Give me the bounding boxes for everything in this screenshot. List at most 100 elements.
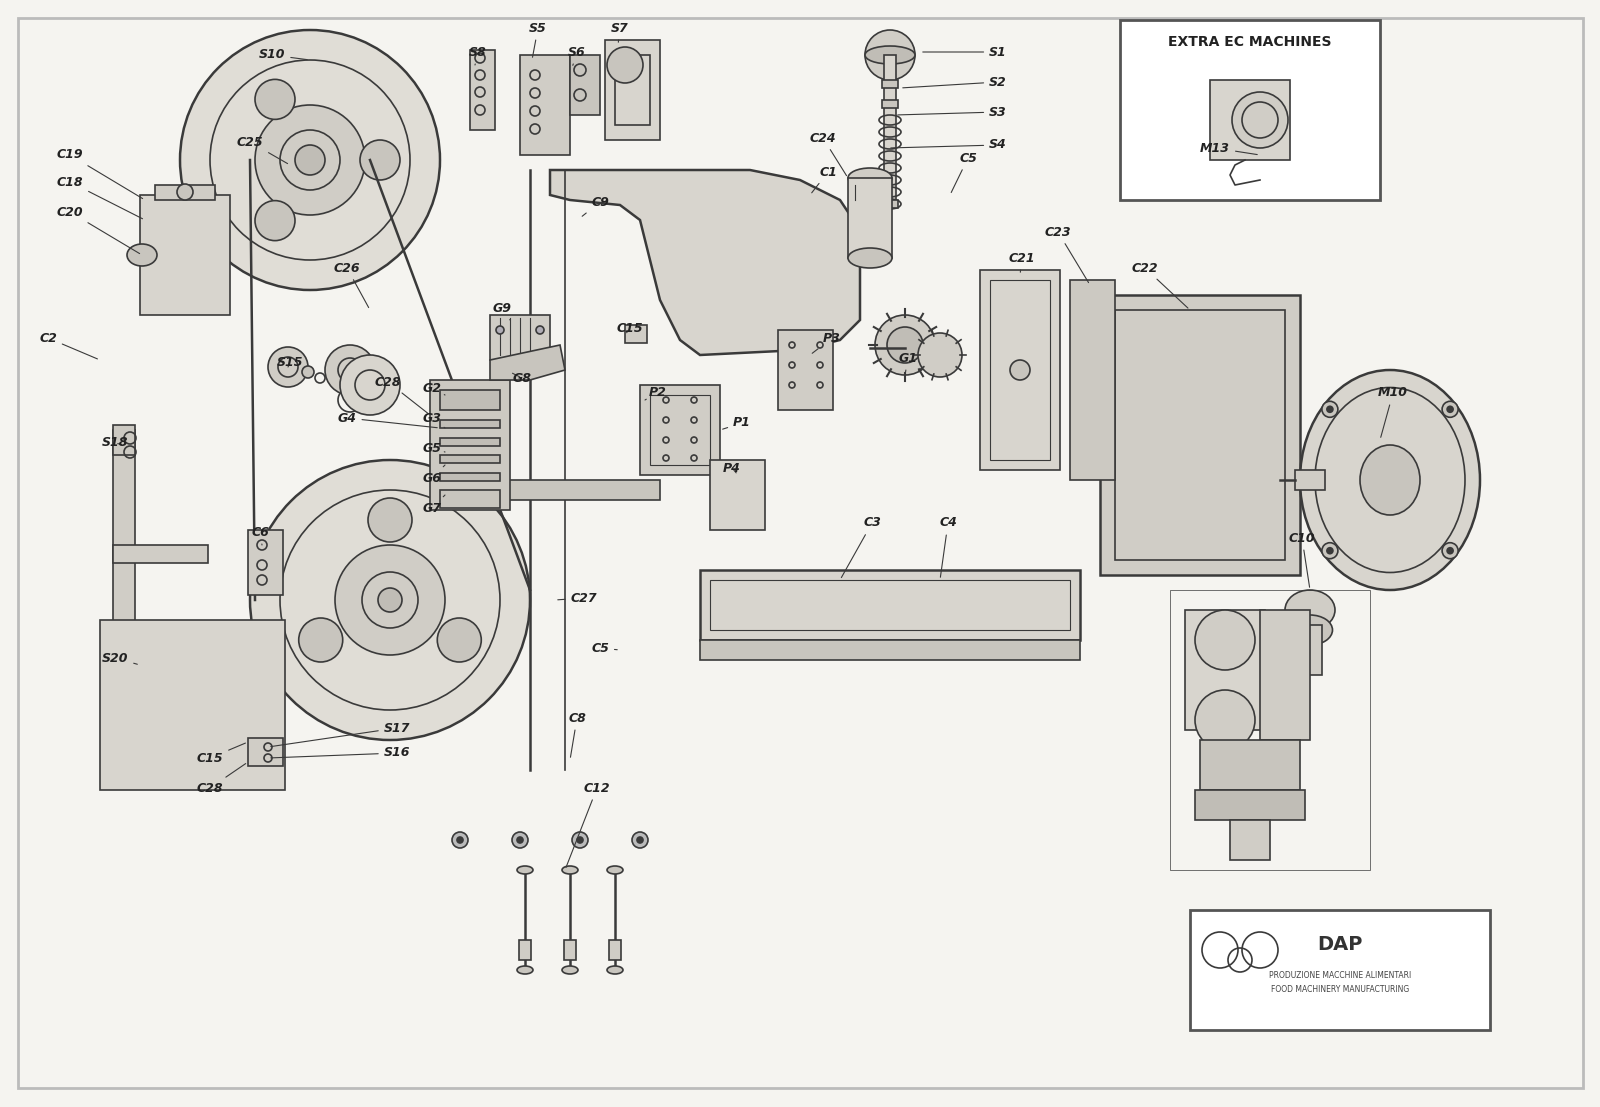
Circle shape — [254, 200, 294, 240]
Circle shape — [578, 837, 582, 844]
Circle shape — [339, 355, 400, 415]
Polygon shape — [490, 345, 565, 380]
Ellipse shape — [126, 244, 157, 266]
Bar — [701, 640, 1080, 660]
Bar — [1298, 625, 1322, 675]
Circle shape — [632, 832, 648, 848]
Text: C27: C27 — [558, 591, 597, 604]
Bar — [520, 55, 570, 155]
Text: S6: S6 — [568, 45, 586, 65]
Ellipse shape — [848, 168, 893, 188]
Ellipse shape — [848, 248, 893, 268]
Bar — [518, 940, 531, 960]
Circle shape — [1195, 610, 1254, 670]
Text: C15: C15 — [197, 743, 245, 765]
Text: G3: G3 — [422, 412, 445, 428]
Ellipse shape — [1285, 590, 1334, 630]
Text: C1: C1 — [811, 166, 837, 193]
Text: S8: S8 — [469, 45, 486, 65]
Bar — [440, 455, 499, 463]
Bar — [626, 325, 646, 343]
Bar — [882, 80, 898, 87]
Bar — [848, 178, 893, 258]
Bar — [1101, 294, 1299, 575]
Bar — [1195, 790, 1306, 820]
Text: S18: S18 — [102, 436, 128, 449]
Circle shape — [1326, 406, 1333, 412]
Bar — [570, 55, 600, 115]
Circle shape — [368, 498, 413, 542]
Circle shape — [302, 366, 314, 377]
Bar — [114, 430, 134, 710]
Bar — [430, 380, 510, 510]
Circle shape — [866, 30, 915, 80]
Text: C6: C6 — [251, 526, 269, 545]
Text: G8: G8 — [512, 372, 531, 384]
Bar — [650, 395, 710, 465]
Ellipse shape — [606, 966, 622, 974]
Bar — [1115, 310, 1285, 560]
Circle shape — [1442, 402, 1458, 417]
Text: M10: M10 — [1378, 386, 1408, 437]
Bar — [882, 200, 898, 208]
Text: G7: G7 — [422, 495, 445, 515]
Ellipse shape — [866, 46, 915, 64]
Circle shape — [918, 333, 962, 377]
Bar — [1120, 20, 1379, 200]
Circle shape — [875, 315, 934, 375]
Bar — [155, 185, 214, 200]
Bar — [114, 425, 134, 455]
Text: S17: S17 — [270, 722, 410, 746]
Bar — [979, 270, 1059, 470]
Text: PRODUZIONE MACCHINE ALIMENTARI: PRODUZIONE MACCHINE ALIMENTARI — [1269, 971, 1411, 980]
Bar — [990, 280, 1050, 461]
Ellipse shape — [1299, 370, 1480, 590]
Text: C22: C22 — [1131, 261, 1187, 308]
Circle shape — [179, 30, 440, 290]
Text: C25: C25 — [237, 135, 288, 164]
Text: C20: C20 — [56, 206, 139, 254]
Text: M13: M13 — [1200, 142, 1258, 155]
Circle shape — [573, 832, 589, 848]
Bar — [710, 461, 765, 530]
Bar — [440, 390, 499, 410]
Text: C19: C19 — [56, 148, 142, 198]
Text: G1: G1 — [899, 352, 917, 372]
Circle shape — [1010, 360, 1030, 380]
Bar — [248, 738, 283, 766]
Polygon shape — [390, 170, 670, 770]
Ellipse shape — [1360, 445, 1421, 515]
Text: FOOD MACHINERY MANUFACTURING: FOOD MACHINERY MANUFACTURING — [1270, 985, 1410, 994]
Circle shape — [254, 80, 294, 120]
Text: S15: S15 — [277, 356, 304, 370]
Text: C28: C28 — [197, 764, 246, 795]
Text: S1: S1 — [923, 45, 1006, 59]
Circle shape — [1446, 548, 1453, 554]
Bar — [440, 438, 499, 446]
Text: C21: C21 — [1008, 251, 1035, 272]
Bar — [1190, 910, 1490, 1030]
Bar — [1200, 739, 1299, 790]
Circle shape — [517, 837, 523, 844]
Text: C8: C8 — [568, 712, 586, 757]
Text: P2: P2 — [645, 385, 667, 400]
Circle shape — [1442, 542, 1458, 559]
Bar — [882, 100, 898, 108]
Bar — [490, 315, 550, 360]
Bar — [440, 480, 661, 500]
Bar — [141, 195, 230, 315]
Circle shape — [325, 345, 374, 395]
Bar — [883, 55, 896, 205]
Text: S2: S2 — [902, 75, 1006, 89]
Circle shape — [1232, 92, 1288, 148]
Text: S10: S10 — [259, 49, 307, 62]
Circle shape — [1322, 402, 1338, 417]
Text: C3: C3 — [842, 517, 882, 578]
Circle shape — [496, 325, 504, 334]
Text: C5: C5 — [952, 152, 978, 193]
Circle shape — [254, 105, 365, 215]
Text: EXTRA EC MACHINES: EXTRA EC MACHINES — [1168, 35, 1331, 49]
Ellipse shape — [562, 966, 578, 974]
Circle shape — [334, 545, 445, 655]
Circle shape — [536, 325, 544, 334]
